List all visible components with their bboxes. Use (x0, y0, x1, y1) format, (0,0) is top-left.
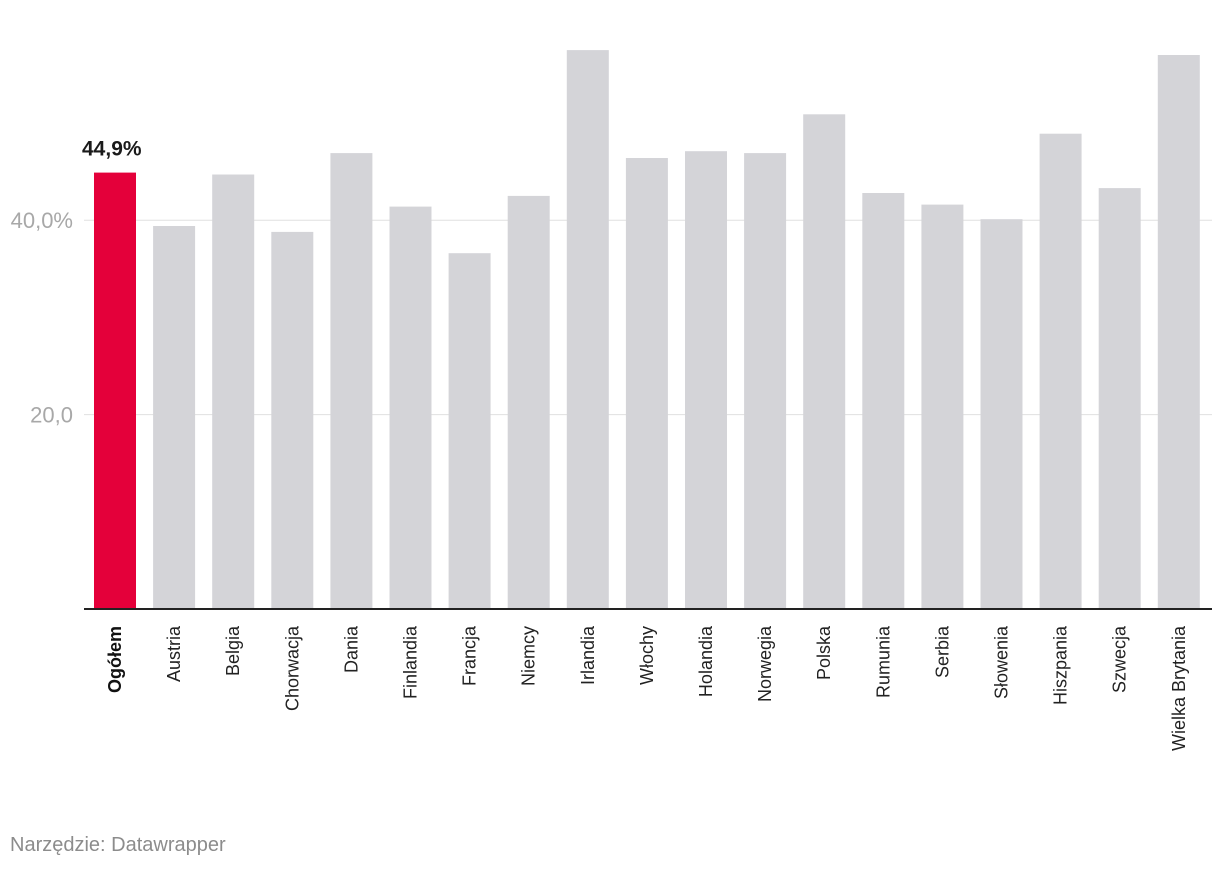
bar (862, 193, 905, 609)
bar (448, 253, 491, 609)
bar (212, 174, 255, 609)
category-label: Holandia (696, 625, 716, 697)
category-label: Finlandia (401, 625, 421, 699)
bar (744, 153, 787, 609)
bar (566, 50, 609, 610)
category-label: Austria (164, 625, 184, 682)
category-label: Słowenia (992, 625, 1012, 699)
category-label: Hiszpania (1051, 625, 1071, 705)
bar (1098, 188, 1141, 609)
category-label: Irlandia (578, 625, 598, 685)
y-tick-label: 20,0 (30, 403, 73, 428)
category-label: Ogółem (105, 626, 125, 693)
category-labels: Ogółem Austria Belgia Chorwacja Dania Finland… (105, 625, 1189, 751)
category-label: Belgia (223, 625, 243, 676)
bar-chart: 20,0 40,0% 44,9% Ogółem Austria Belgia Chorw… (11, 50, 1212, 751)
category-label: Francja (460, 625, 480, 686)
bar (271, 231, 314, 609)
highlight-value-label: 44,9% (82, 138, 142, 161)
source-credit: Narzędzie: Datawrapper (10, 834, 226, 856)
bar (507, 195, 550, 609)
bar (625, 158, 668, 609)
bar (389, 206, 432, 609)
bars: 44,9% (82, 50, 1200, 610)
bar (330, 153, 373, 609)
category-label: Polska (814, 625, 834, 680)
category-label: Wielka Brytania (1169, 625, 1189, 751)
category-label: Szwecja (1110, 625, 1130, 693)
category-label: Serbia (932, 625, 952, 678)
bar (1039, 133, 1082, 609)
bar (685, 151, 727, 609)
category-label: Rumunia (873, 625, 893, 698)
bar (803, 114, 846, 610)
bar (921, 204, 964, 609)
y-tick-label: 40,0% (11, 208, 73, 233)
bar (1157, 55, 1200, 609)
bar (980, 219, 1023, 609)
category-label: Dania (341, 625, 361, 673)
bar-highlight (94, 172, 136, 609)
bar (153, 226, 196, 609)
category-label: Norwegia (755, 625, 775, 702)
category-label: Chorwacja (282, 625, 302, 711)
category-label: Niemcy (519, 626, 539, 686)
category-label: Włochy (637, 626, 657, 685)
